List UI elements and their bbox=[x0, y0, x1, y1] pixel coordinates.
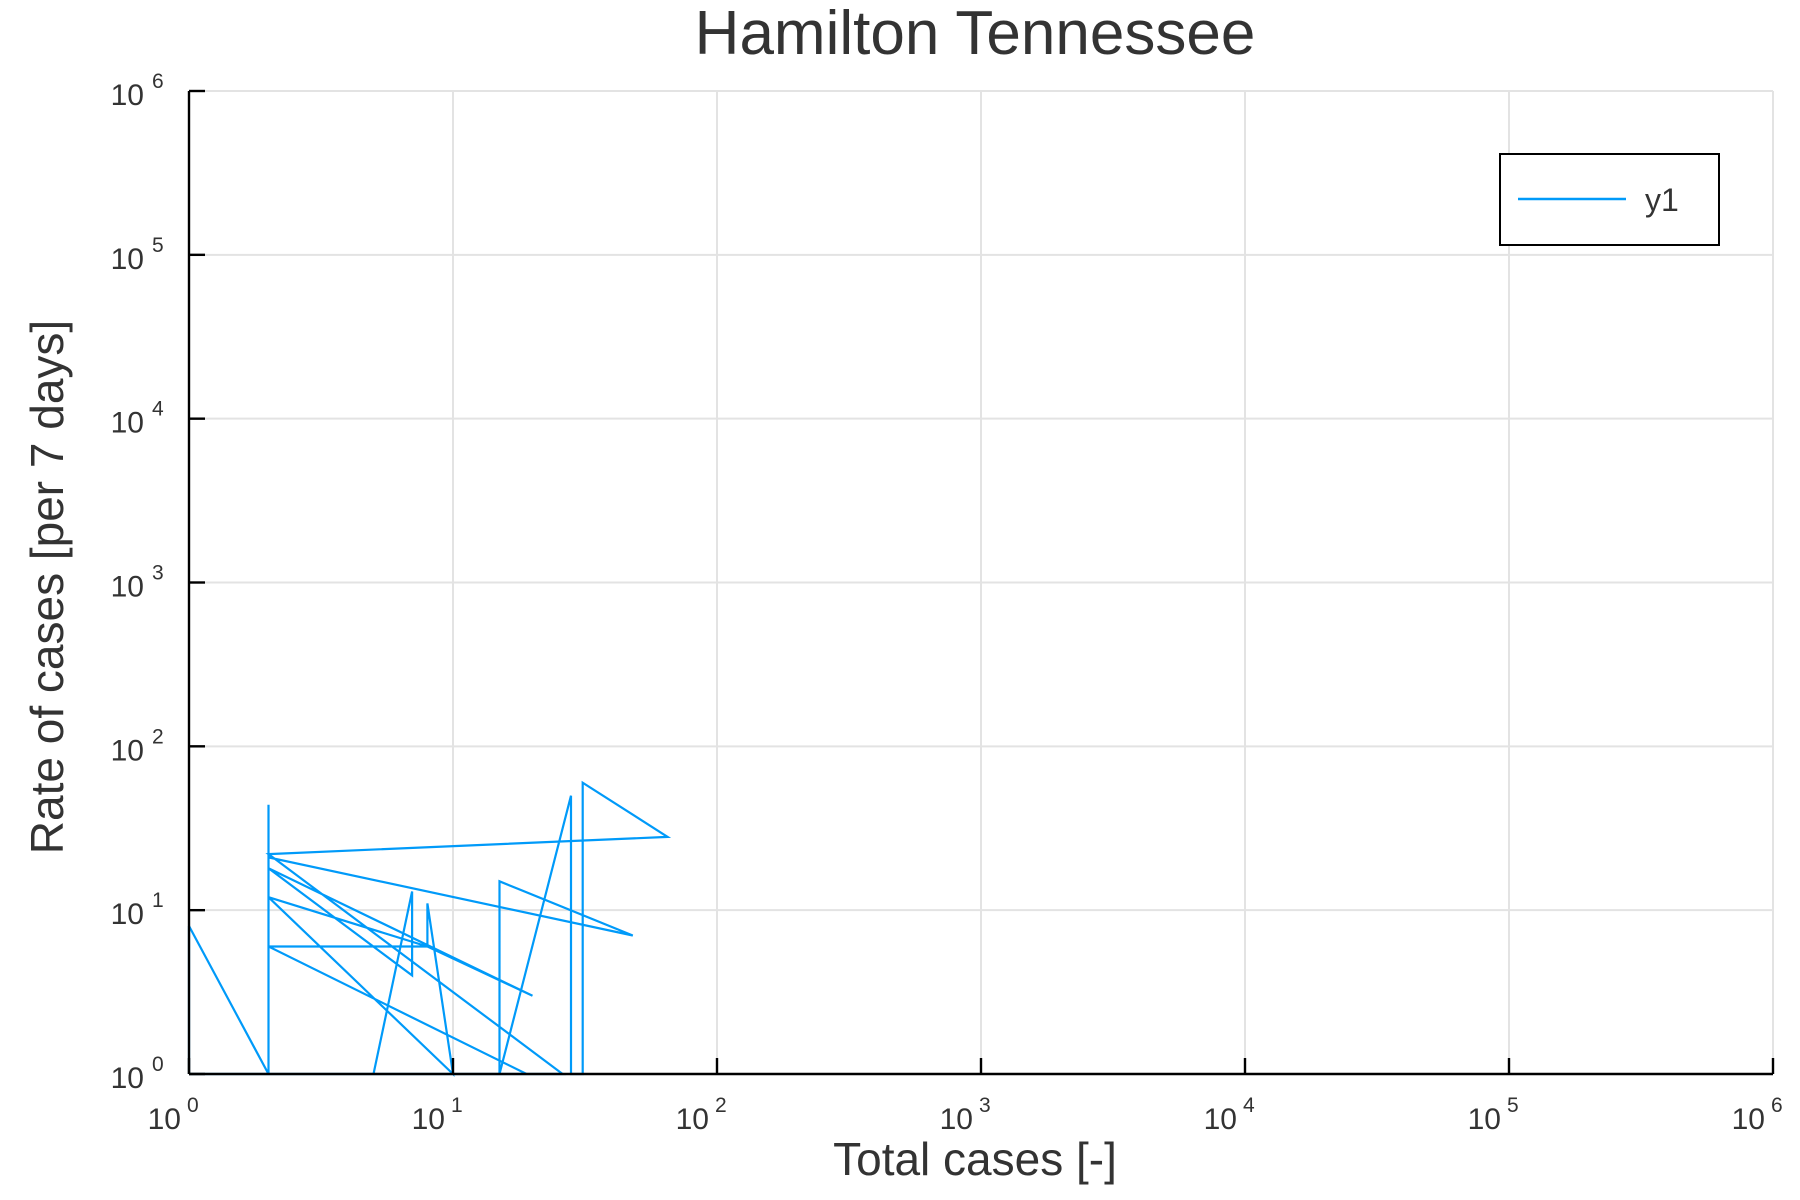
x-tick-label: 10 3 bbox=[940, 1094, 991, 1136]
x-tick-base: 10 bbox=[1732, 1103, 1765, 1136]
x-tick-label: 10 4 bbox=[1204, 1094, 1255, 1136]
legend: y1 bbox=[1499, 153, 1720, 246]
x-tick-base: 10 bbox=[148, 1103, 181, 1136]
y-tick-label: 10 5 bbox=[111, 234, 164, 276]
x-tick-label: 10 5 bbox=[1468, 1094, 1519, 1136]
y-tick-base: 10 bbox=[111, 407, 144, 440]
x-tick-exponent: 0 bbox=[187, 1094, 199, 1117]
legend-label-y1: y1 bbox=[1645, 182, 1679, 218]
x-tick-label: 10 6 bbox=[1732, 1094, 1783, 1136]
x-tick-exponent: 2 bbox=[715, 1094, 727, 1117]
y-tick-exponent: 5 bbox=[152, 234, 164, 257]
x-tick-exponent: 3 bbox=[979, 1094, 991, 1117]
y-tick-label: 10 1 bbox=[111, 889, 164, 931]
y-tick-exponent: 6 bbox=[152, 70, 164, 93]
y-axis-label: Rate of cases [per 7 days] bbox=[21, 320, 73, 854]
y-tick-exponent: 3 bbox=[152, 562, 164, 585]
y-tick-base: 10 bbox=[111, 571, 144, 604]
y-tick-label: 10 6 bbox=[111, 70, 164, 112]
y-tick-label: 10 3 bbox=[111, 562, 164, 604]
x-axis-label: Total cases [-] bbox=[833, 1133, 1117, 1185]
y-tick-base: 10 bbox=[111, 734, 144, 767]
x-tick-exponent: 6 bbox=[1771, 1094, 1783, 1117]
chart-title: Hamilton Tennessee bbox=[695, 0, 1256, 68]
x-tick-label: 10 0 bbox=[148, 1094, 199, 1136]
x-tick-base: 10 bbox=[1468, 1103, 1501, 1136]
y-tick-exponent: 2 bbox=[152, 725, 164, 748]
x-tick-base: 10 bbox=[1204, 1103, 1237, 1136]
y-tick-base: 10 bbox=[111, 898, 144, 931]
y-tick-label: 10 2 bbox=[111, 725, 164, 767]
x-tick-exponent: 1 bbox=[451, 1094, 463, 1117]
y-tick-base: 10 bbox=[111, 243, 144, 276]
x-tick-label: 10 1 bbox=[412, 1094, 463, 1136]
x-tick-exponent: 5 bbox=[1507, 1094, 1519, 1117]
x-tick-base: 10 bbox=[412, 1103, 445, 1136]
y-tick-base: 10 bbox=[111, 79, 144, 112]
x-tick-exponent: 4 bbox=[1243, 1094, 1255, 1117]
y-tick-label: 10 4 bbox=[111, 398, 164, 440]
ticks: 10 0 10 1 10 2 10 3 10 4 10 5 10 610 010 110 210 310 410 51… bbox=[111, 70, 1783, 1136]
x-tick-base: 10 bbox=[676, 1103, 709, 1136]
y-tick-exponent: 4 bbox=[152, 398, 164, 421]
y-tick-label: 10 0 bbox=[111, 1053, 164, 1095]
y-tick-base: 10 bbox=[111, 1062, 144, 1095]
y-tick-exponent: 1 bbox=[152, 889, 164, 912]
y-tick-exponent: 0 bbox=[152, 1053, 164, 1076]
x-tick-label: 10 2 bbox=[676, 1094, 727, 1136]
x-tick-base: 10 bbox=[940, 1103, 973, 1136]
